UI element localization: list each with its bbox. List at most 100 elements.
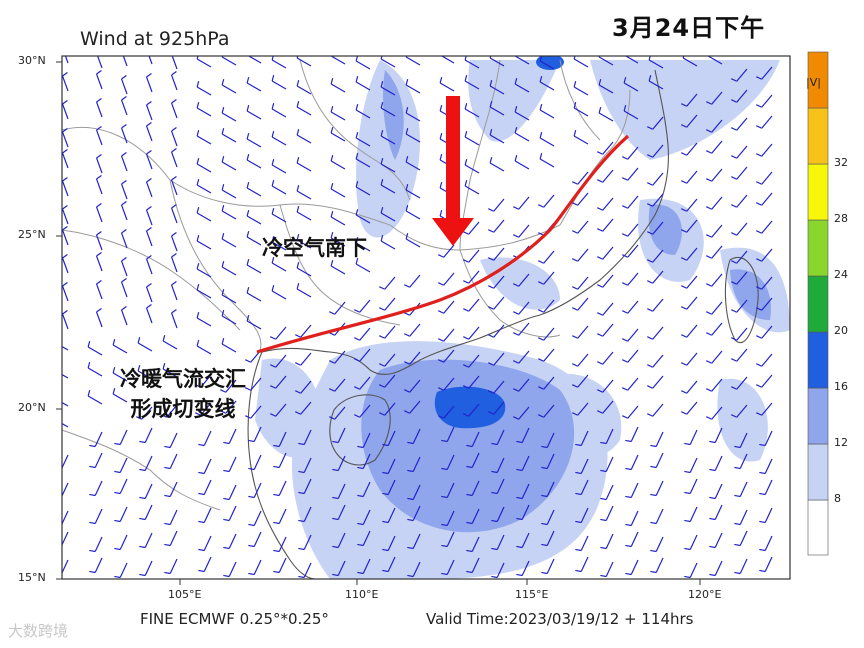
wind-barb-staff: [627, 195, 639, 209]
wind-barb-staff: [337, 532, 346, 548]
wind-barb-staff: [221, 266, 237, 276]
wind-barb-feather: [441, 544, 448, 548]
wind-barb-staff: [623, 82, 639, 92]
wind-barb-feather: [684, 547, 691, 551]
wind-barb-feather: [114, 519, 121, 523]
wind-barb-staff: [761, 353, 773, 367]
wind-barb-feather: [62, 282, 68, 287]
lon-label-120e: 120°E: [688, 588, 722, 601]
wind-barb-feather: [161, 414, 167, 418]
wind-barb-staff: [736, 348, 748, 362]
wind-barb-feather: [731, 78, 737, 82]
wind-barb-staff: [412, 456, 421, 472]
wind-barb-feather: [379, 307, 385, 311]
colorbar-segment: [807, 387, 829, 445]
wind-barb-staff: [580, 458, 589, 474]
wind-barb-staff: [362, 481, 371, 497]
wind-barb-feather: [681, 229, 687, 233]
wind-barb-staff: [577, 276, 589, 290]
wind-barb-staff: [736, 117, 748, 131]
wind-barb-feather: [220, 389, 226, 393]
wind-barb-feather: [198, 443, 205, 447]
wind-barb-staff: [686, 219, 698, 233]
wind-barb-staff: [246, 159, 262, 169]
wind-barb-feather: [464, 131, 468, 138]
wind-barb-feather: [623, 105, 627, 112]
wind-barb-staff: [580, 535, 589, 551]
wind-barb-staff: [170, 130, 178, 147]
wind-barb-staff: [443, 272, 455, 286]
wind-barb-feather: [87, 362, 91, 369]
wind-barb-staff: [62, 345, 69, 351]
wind-barb-staff: [468, 326, 480, 340]
wind-barb-staff: [303, 429, 312, 445]
wind-barb-feather: [62, 128, 68, 133]
wind-barb-feather: [491, 442, 498, 446]
wind-barb-staff: [761, 276, 773, 290]
wind-barb-feather: [625, 544, 632, 548]
wind-barb-staff: [714, 532, 723, 548]
wind-barb-staff: [330, 83, 346, 93]
wind-barb-feather: [380, 158, 384, 165]
wind-barb-staff: [573, 107, 589, 117]
wind-barb-staff: [145, 286, 153, 303]
wind-barb-staff: [62, 229, 69, 246]
wind-barb-staff: [686, 114, 698, 128]
wind-barb-staff: [546, 481, 555, 497]
wind-barb-feather: [538, 309, 544, 313]
annotation-cold-air: 冷空气南下: [262, 236, 367, 260]
wind-barb-feather: [489, 56, 492, 59]
wind-barb-staff: [493, 324, 505, 338]
wind-barb-feather: [514, 127, 518, 134]
wind-barb-staff: [412, 533, 421, 549]
wind-barb-feather: [198, 520, 205, 524]
wind-barb-staff: [362, 530, 371, 546]
wind-barb-feather: [572, 412, 578, 416]
wind-barb-feather: [296, 157, 300, 164]
wind-barb-feather: [538, 414, 544, 418]
wind-barb-staff: [221, 84, 237, 94]
wind-barb-feather: [405, 156, 409, 163]
wind-barb-feather: [296, 56, 299, 59]
wind-barb-staff: [521, 483, 530, 499]
wind-barb-feather: [681, 103, 687, 107]
wind-barb-staff: [761, 325, 773, 339]
wind-barb-feather: [516, 440, 523, 444]
wind-barb-feather: [734, 522, 741, 526]
wind-barb-staff: [736, 376, 748, 390]
wind-barb-feather: [731, 414, 737, 418]
wind-barb-feather: [329, 332, 335, 336]
wind-barb-staff: [711, 168, 723, 182]
wind-barb-feather: [273, 444, 280, 448]
wind-barb-feather: [404, 284, 410, 288]
wind-barb-feather: [121, 180, 127, 185]
wind-barb-feather: [684, 575, 691, 579]
wind-barb-staff: [122, 56, 128, 67]
wind-barb-feather: [541, 543, 548, 547]
wind-barb-staff: [518, 196, 530, 210]
wind-barb-staff: [200, 374, 212, 388]
wind-barb-staff: [355, 158, 371, 168]
wind-barb-staff: [543, 250, 555, 264]
wind-barb-staff: [689, 506, 698, 522]
wind-barb-staff: [409, 379, 421, 393]
wind-barb-staff: [296, 288, 312, 298]
wind-barb-staff: [87, 346, 103, 356]
wind-barb-feather: [63, 45, 68, 48]
wind-barb-feather: [463, 385, 469, 389]
wind-barb-staff: [119, 429, 128, 445]
wind-barb-staff: [169, 509, 178, 525]
wind-barb-feather: [647, 336, 653, 340]
wind-barb-feather: [171, 176, 177, 181]
wind-barb-staff: [275, 403, 287, 417]
wind-barb-feather: [706, 332, 712, 336]
wind-barb-feather: [270, 364, 276, 368]
wind-barb-staff: [652, 375, 664, 389]
colorbar: [807, 51, 829, 556]
wind-barb-staff: [62, 152, 69, 169]
wind-barb-feather: [295, 362, 301, 366]
wind-barb-feather: [87, 341, 91, 348]
wind-barb-feather: [121, 75, 127, 80]
wind-barb-feather: [354, 309, 360, 313]
wind-barb-feather: [62, 226, 68, 231]
